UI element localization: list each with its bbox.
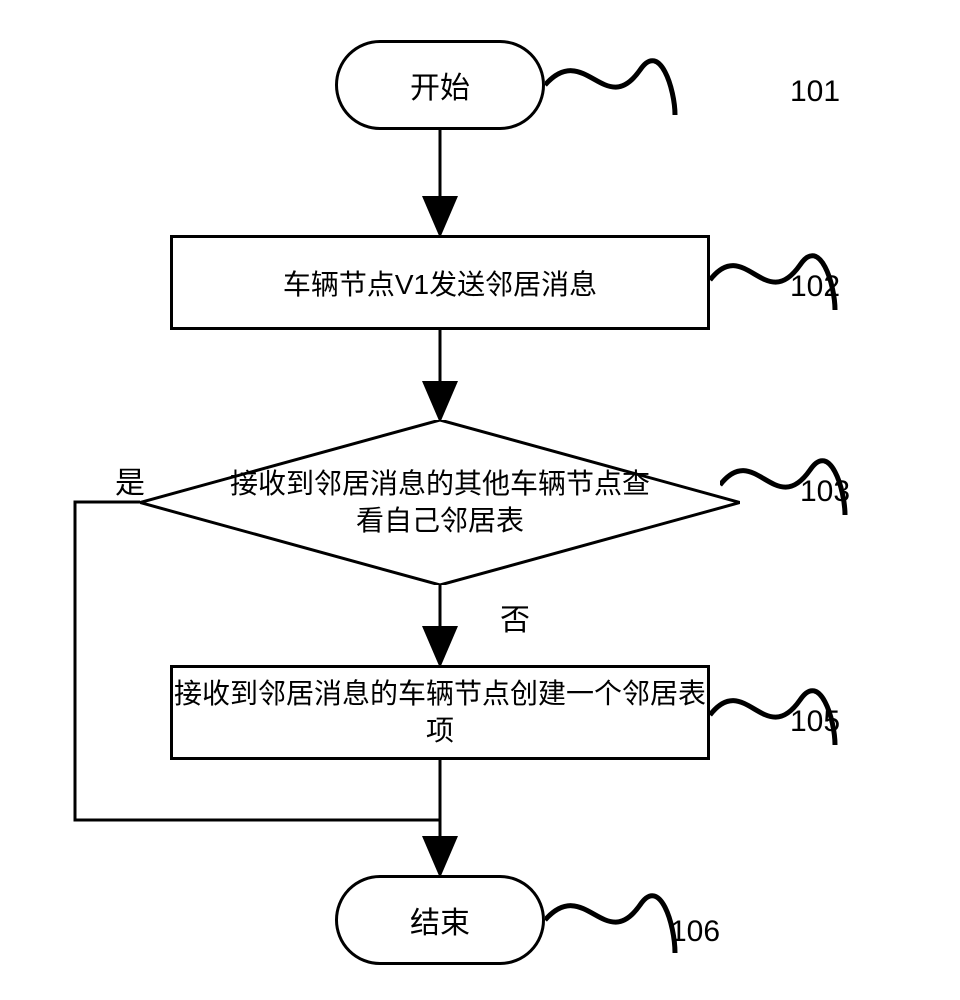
callout-ref-102: 102	[790, 270, 840, 304]
step2-text: 接收到邻居消息的车辆节点创建一个邻居表项	[173, 676, 707, 749]
step1-text: 车辆节点V1发送邻居消息	[283, 263, 597, 303]
end-text: 结束	[410, 898, 470, 942]
branch-label-no: 否	[500, 595, 530, 639]
callout-ref-105: 105	[790, 705, 840, 739]
callout-ref-106: 106	[670, 915, 720, 949]
process-step1: 车辆节点V1发送邻居消息	[170, 235, 710, 330]
decision-node: 接收到邻居消息的其他车辆节点查看自己邻居表	[140, 420, 740, 585]
callout-ref-103: 103	[800, 475, 850, 509]
start-node: 开始	[335, 40, 545, 130]
flowchart-canvas: 开始 车辆节点V1发送邻居消息 接收到邻居消息的其他车辆节点查看自己邻居表 接收…	[0, 0, 960, 1000]
decision-text: 接收到邻居消息的其他车辆节点查看自己邻居表	[220, 466, 660, 539]
process-step2: 接收到邻居消息的车辆节点创建一个邻居表项	[170, 665, 710, 760]
branch-label-yes: 是	[115, 458, 145, 502]
callout-101	[545, 30, 805, 120]
start-text: 开始	[410, 63, 470, 107]
end-node: 结束	[335, 875, 545, 965]
callout-ref-101: 101	[790, 75, 840, 109]
